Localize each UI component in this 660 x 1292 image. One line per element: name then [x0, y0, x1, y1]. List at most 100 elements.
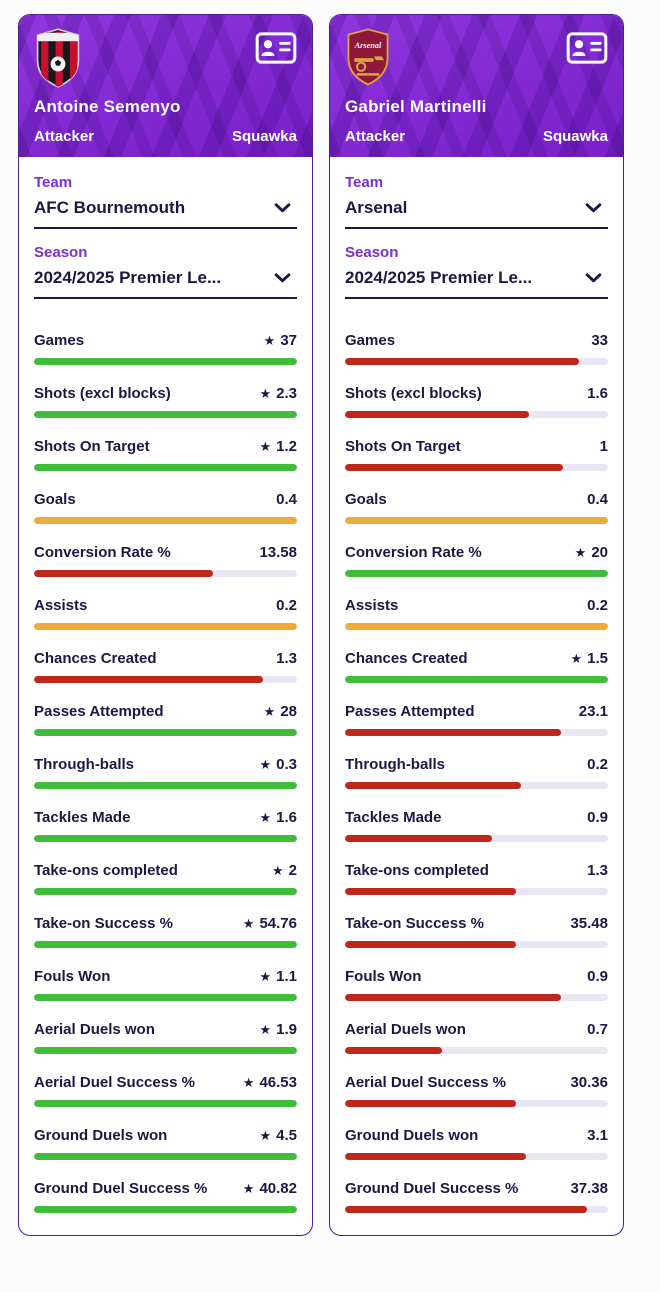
stat-label: Conversion Rate %	[345, 544, 482, 561]
best-stat-star-icon: ★	[242, 916, 255, 931]
player-profile-card-icon[interactable]	[255, 32, 297, 69]
stat-bar	[345, 676, 608, 683]
stat-bar	[345, 623, 608, 630]
stat-row: Games ★ 37	[34, 332, 297, 365]
stat-bar-fill	[34, 941, 297, 948]
stat-bar	[34, 1100, 297, 1107]
season-select-value: 2024/2025 Premier Le...	[345, 268, 533, 287]
stat-label: Chances Created	[345, 650, 468, 667]
stat-label: Passes Attempted	[34, 703, 164, 720]
stat-value: ★ 20	[575, 544, 608, 561]
stat-value: 0.9	[587, 809, 608, 826]
stat-bar-fill	[345, 570, 608, 577]
stat-number: 1.5	[587, 650, 608, 667]
stat-bar-fill	[34, 411, 297, 418]
player-comparison: Antoine Semenyo Attacker Squawka Team AF…	[18, 14, 624, 1236]
stat-number: 30.36	[570, 1074, 608, 1091]
stat-number: 40.82	[259, 1180, 297, 1197]
stat-value: 1.3	[276, 650, 297, 667]
stat-row: Ground Duels won ★ 4.5	[34, 1127, 297, 1160]
season-select-label: Season	[345, 244, 399, 261]
stat-bar	[345, 570, 608, 577]
stat-number: 0.2	[276, 597, 297, 614]
stat-bar	[345, 517, 608, 524]
club-crest-arsenal-icon: Arsenal	[345, 28, 393, 88]
stat-value: 0.4	[276, 491, 297, 508]
stat-bar	[34, 782, 297, 789]
player-profile-card-icon[interactable]	[566, 32, 608, 69]
best-stat-star-icon: ★	[263, 333, 276, 348]
stat-bar	[34, 517, 297, 524]
stat-number: 1.1	[276, 968, 297, 985]
stat-number: 1	[599, 438, 608, 455]
stat-bar	[34, 623, 297, 630]
stat-label: Tackles Made	[345, 809, 442, 826]
stat-value: ★ 4.5	[259, 1127, 297, 1144]
stat-label: Take-on Success %	[34, 915, 173, 932]
stat-row: Ground Duel Success % 37.38	[345, 1180, 608, 1213]
best-stat-star-icon: ★	[259, 969, 272, 984]
stat-bar-fill	[345, 835, 493, 842]
stat-number: 35.48	[570, 915, 608, 932]
chevron-down-icon	[585, 268, 602, 288]
stat-value: 1.6	[587, 385, 608, 402]
stat-bar-fill	[34, 1100, 297, 1107]
stat-bar-fill	[345, 411, 530, 418]
stat-value: ★ 1.6	[259, 809, 297, 826]
stat-label: Ground Duels won	[345, 1127, 479, 1144]
stat-bar	[34, 994, 297, 1001]
season-select[interactable]: 2024/2025 Premier Le...	[34, 268, 297, 299]
stat-bar	[345, 729, 608, 736]
stat-bar	[345, 464, 608, 471]
stat-row: Assists 0.2	[34, 597, 297, 630]
stat-value: 33	[591, 332, 608, 349]
team-select[interactable]: Arsenal	[345, 198, 608, 229]
stat-row: Passes Attempted ★ 28	[34, 703, 297, 736]
stat-number: 46.53	[259, 1074, 297, 1091]
stat-row: Take-ons completed 1.3	[345, 862, 608, 895]
stat-row: Shots On Target 1	[345, 438, 608, 471]
best-stat-star-icon: ★	[272, 863, 284, 878]
stats-list: Games ★ 37 Shots (excl blocks) ★ 2.3 Sho…	[19, 317, 312, 1235]
stat-bar	[345, 994, 608, 1001]
team-select[interactable]: AFC Bournemouth	[34, 198, 297, 229]
stat-label: Games	[34, 332, 85, 349]
stat-row: Goals 0.4	[345, 491, 608, 524]
stat-value: 0.7	[587, 1021, 608, 1038]
stat-number: 54.76	[259, 915, 297, 932]
stat-bar-fill	[345, 464, 564, 471]
stat-label: Tackles Made	[34, 809, 131, 826]
stat-number: 2.3	[276, 385, 297, 402]
stat-label: Fouls Won	[345, 968, 422, 985]
stat-bar-fill	[345, 623, 608, 630]
stat-value: 0.2	[587, 597, 608, 614]
stat-value: 1.3	[587, 862, 608, 879]
best-stat-star-icon: ★	[242, 1075, 255, 1090]
stat-bar	[34, 1047, 297, 1054]
stat-number: 37	[280, 332, 297, 349]
stat-label: Ground Duels won	[34, 1127, 168, 1144]
stat-row: Assists 0.2	[345, 597, 608, 630]
stat-row: Chances Created 1.3	[34, 650, 297, 683]
stat-bar	[345, 782, 608, 789]
best-stat-star-icon: ★	[259, 439, 272, 454]
stat-label: Fouls Won	[34, 968, 111, 985]
stat-label: Through-balls	[34, 756, 134, 773]
player-position: Attacker	[34, 128, 95, 145]
stat-bar	[345, 358, 608, 365]
stat-row: Aerial Duel Success % ★ 46.53	[34, 1074, 297, 1107]
stat-value: ★ 46.53	[243, 1074, 297, 1091]
stat-row: Conversion Rate % ★ 20	[345, 544, 608, 577]
stat-value: 0.9	[587, 968, 608, 985]
stat-number: 33	[591, 332, 608, 349]
stat-bar-fill	[345, 782, 522, 789]
stat-number: 23.1	[578, 703, 608, 720]
stat-label: Passes Attempted	[345, 703, 475, 720]
stat-row: Shots On Target ★ 1.2	[34, 438, 297, 471]
season-select[interactable]: 2024/2025 Premier Le...	[345, 268, 608, 299]
stat-number: 1.3	[276, 650, 297, 667]
team-select-label: Team	[34, 174, 73, 191]
stat-row: Aerial Duels won 0.7	[345, 1021, 608, 1054]
stat-row: Ground Duel Success % ★ 40.82	[34, 1180, 297, 1213]
stat-bar	[34, 941, 297, 948]
